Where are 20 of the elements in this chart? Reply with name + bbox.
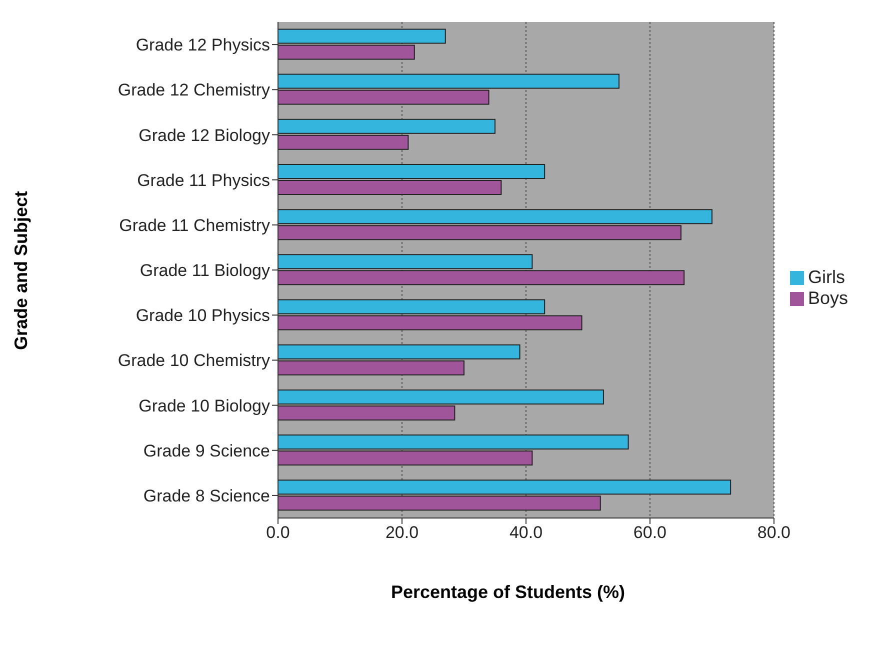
x-tick-label: 60.0: [633, 523, 667, 542]
x-tick-label: 0.0: [266, 523, 290, 542]
x-tick-label: 20.0: [385, 523, 419, 542]
legend-label: Girls: [808, 267, 845, 287]
x-tick-label: 80.0: [757, 523, 791, 542]
y-tick-label: Grade 12 Chemistry: [118, 80, 270, 100]
y-tick-label: Grade 12 Physics: [136, 36, 270, 55]
y-tick-label: Grade 12 Biology: [138, 126, 270, 145]
y-tick-label: Grade 10 Biology: [138, 396, 270, 416]
x-tick-label: 40.0: [509, 523, 543, 542]
y-axis-title: Grade and Subject: [12, 190, 32, 350]
legend-label: Boys: [808, 288, 848, 308]
y-tick-label: Grade 11 Biology: [140, 261, 270, 280]
y-tick-label: Grade 11 Chemistry: [119, 216, 270, 235]
y-tick-label: Grade 9 Science: [143, 441, 270, 460]
x-axis-title: Percentage of Students (%): [390, 582, 626, 603]
y-tick-label: Grade 10 Chemistry: [118, 351, 270, 370]
y-tick-label: Grade 10 Physics: [136, 306, 270, 326]
y-tick-label: Grade 8 Science: [143, 486, 270, 506]
y-tick-label: Grade 11 Physics: [137, 170, 270, 190]
